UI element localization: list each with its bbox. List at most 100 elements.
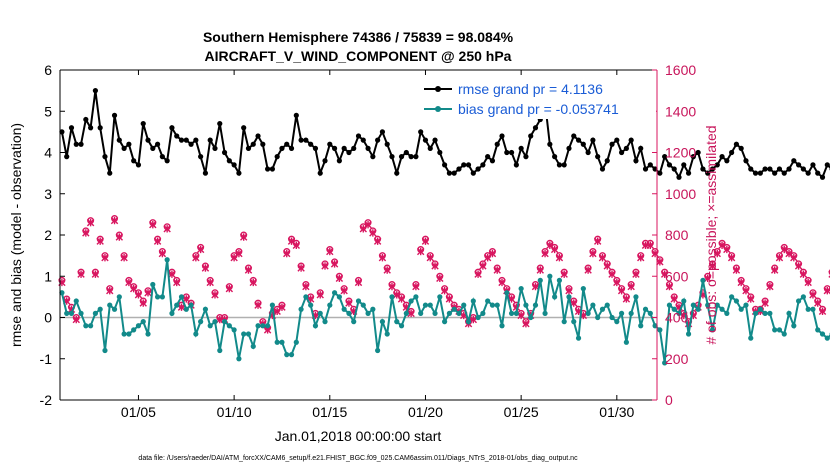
obs-assimilated-point	[297, 264, 305, 272]
rmse-data-point	[83, 116, 89, 123]
obs-assimilated-point	[622, 295, 631, 303]
rmse-data-point	[824, 162, 830, 168]
bias-data-point	[255, 323, 261, 329]
rmse-data-point	[614, 137, 620, 143]
obs-assimilated-point	[426, 253, 434, 262]
obs-assimilated-point	[560, 270, 568, 278]
legend-rmse-label: rmse grand pr = 4.1136	[458, 81, 603, 97]
obs-assimilated-point	[239, 233, 248, 241]
obs-assimilated-point	[660, 270, 669, 278]
bias-data-point	[609, 314, 615, 321]
bias-data-point	[174, 302, 180, 308]
rmse-data-point	[552, 154, 558, 160]
rmse-data-point	[748, 166, 754, 172]
bias-data-point	[365, 310, 371, 316]
obs-assimilated-point	[479, 262, 487, 270]
rmse-data-point	[432, 137, 438, 143]
bias-data-point	[528, 314, 534, 321]
obs-assimilated-point	[225, 284, 234, 293]
bias-data-point	[312, 323, 319, 329]
obs-assimilated-point	[254, 301, 262, 309]
bias-data-point	[245, 331, 252, 337]
bias-data-point	[657, 327, 663, 333]
rmse-data-point	[733, 141, 740, 147]
obs-assimilated-point	[292, 241, 301, 250]
obs-assimilated-point	[613, 278, 621, 287]
obs-assimilated-point	[474, 270, 482, 278]
rmse-data-point	[465, 162, 472, 168]
bias-data-point	[537, 277, 543, 283]
bias-data-point	[269, 302, 275, 308]
legend-box	[418, 77, 656, 119]
bias-data-point	[379, 319, 386, 325]
rmse-data-point	[131, 158, 137, 164]
rmse-data-point	[408, 154, 414, 160]
obs-assimilated-point	[110, 216, 119, 225]
bias-data-point	[236, 356, 242, 362]
rmse-data-point	[705, 170, 711, 176]
rmse-data-point	[107, 170, 113, 176]
bias-data-point	[489, 302, 496, 308]
bias-data-point	[781, 331, 787, 337]
plot-area	[58, 70, 830, 400]
bias-data-point	[317, 310, 323, 316]
rmse-data-point	[379, 129, 386, 135]
bias-data-point	[810, 306, 816, 312]
rmse-data-point	[121, 145, 127, 151]
bias-data-point	[599, 306, 606, 312]
obs-assimilated-point	[378, 253, 387, 262]
bias-data-point	[126, 331, 132, 337]
rmse-data-point	[188, 141, 194, 147]
rmse-data-point	[351, 145, 357, 151]
rmse-data-point	[73, 141, 79, 147]
rmse-data-point	[241, 125, 247, 131]
obs-assimilated-point	[431, 262, 439, 270]
rmse-data-point	[154, 141, 161, 147]
obs-assimilated-point	[440, 286, 449, 295]
rmse-data-point	[556, 162, 563, 168]
rmse-data-point	[212, 145, 218, 151]
rmse-data-point	[504, 149, 510, 156]
obs-assimilated-point	[766, 282, 774, 291]
bias-data-point	[571, 319, 577, 325]
bias-data-point	[355, 298, 362, 304]
obs-assimilated-point	[608, 270, 616, 278]
rmse-data-point	[59, 129, 65, 135]
obs-assimilated-point	[235, 249, 243, 258]
obs-assimilated-point	[637, 253, 645, 262]
bias-data-point	[709, 327, 716, 333]
rmse-data-point	[245, 145, 252, 151]
bias-data-point	[748, 335, 754, 341]
bias-data-point	[135, 323, 142, 329]
data-file-footnote: data file: /Users/raeder/DAI/ATM_forcXX/…	[138, 455, 578, 462]
bias-data-point	[360, 302, 366, 308]
bias-data-point	[652, 323, 658, 329]
rmse-data-point	[652, 166, 658, 172]
bias-data-point	[508, 310, 515, 316]
rmse-data-point	[221, 149, 228, 156]
rmse-data-point	[126, 141, 132, 147]
rmse-data-point	[178, 137, 185, 143]
bias-data-point	[331, 290, 338, 296]
obs-assimilated-point	[469, 315, 478, 324]
bias-data-point	[169, 310, 175, 316]
bias-data-point	[623, 339, 629, 345]
y-right-tick-label: 400	[665, 310, 689, 326]
obs-assimilated-point	[201, 264, 210, 272]
bias-data-point	[752, 310, 759, 316]
bias-data-point	[776, 327, 783, 333]
bias-data-point	[762, 310, 768, 316]
bias-data-point	[580, 286, 586, 292]
obs-assimilated-point	[704, 274, 712, 283]
bias-data-point	[183, 306, 189, 312]
obs-assimilated-point	[656, 258, 664, 266]
y-right-tick-label: 0	[665, 392, 673, 408]
bias-data-point	[800, 294, 806, 300]
y-right-tick-label: 1600	[665, 62, 696, 78]
bias-data-point	[432, 310, 438, 316]
obs-assimilated-point	[383, 266, 391, 274]
rmse-data-point	[336, 158, 342, 164]
bias-data-point	[633, 294, 639, 300]
bias-data-point	[791, 323, 797, 329]
